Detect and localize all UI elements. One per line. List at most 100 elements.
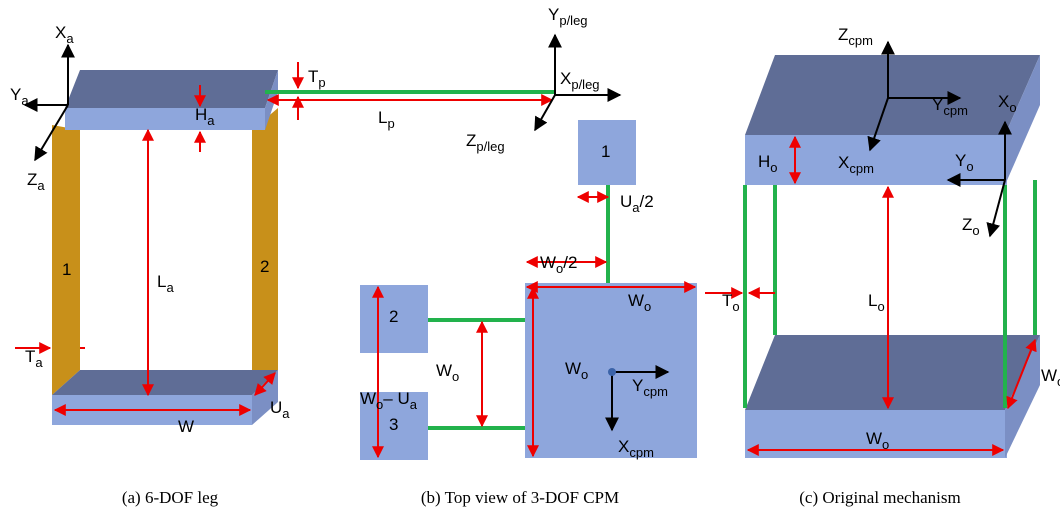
label-text: H [758,152,770,171]
label: Wo [1041,366,1060,389]
subscript: a [35,355,43,370]
subscript: cpm [643,384,668,399]
label: Zcpm [838,25,873,48]
label-text: W [360,389,376,408]
label-text: 3 [389,415,398,434]
subscript: p [318,75,325,90]
label-text: Z [466,131,476,150]
subscript: a [21,93,29,108]
subscript: o [882,437,889,452]
label-text: T [308,67,318,86]
label-text: L [868,291,877,310]
label: Ta [25,347,43,370]
label-text: Z [27,170,37,189]
label-text: X [55,23,66,42]
label-text: W [565,359,581,378]
subscript: a [66,31,74,46]
label-text: X [838,153,849,172]
subscript: o [581,367,588,382]
subscript: o [770,160,777,175]
subscript: o [877,299,884,314]
label: 1 [601,142,610,161]
subscript: p/leg [476,139,504,154]
subscript: a [282,406,290,421]
label: 2 [389,307,398,326]
label: Ua/2 [620,192,654,215]
label-text: Y [10,85,21,104]
subscript: p/leg [559,13,587,28]
label: Wo/2 [540,253,577,276]
label: Xa [55,23,74,46]
label: Tp [308,67,326,90]
label-text: H [195,105,207,124]
label-text: Z [962,215,972,234]
subscript: a [37,178,45,193]
label-text: Z [838,25,848,44]
label: Yp/leg [548,5,588,28]
label: Xp/leg [560,69,600,92]
caption: (a) 6-DOF leg [122,488,219,507]
label-text: – U [383,389,409,408]
subscript: cpm [848,33,873,48]
label-text: 2 [260,257,269,276]
subscript: o [966,159,973,174]
label: W [178,417,194,436]
label-text: X [560,69,571,88]
figure: (a) 6-DOF legXaYaZaHaTpLp1La2TaWUa(b) To… [0,0,1060,514]
label-text: U [620,192,632,211]
label: Ya [10,85,29,108]
label-text: Y [955,151,966,170]
label-text: /2 [563,253,577,272]
label-text: W [866,429,882,448]
label-text: W [628,291,644,310]
caption: (b) Top view of 3-DOF CPM [421,488,619,507]
label-text: W [540,253,556,272]
label-text: T [25,347,35,366]
label-text: /2 [640,192,654,211]
subscript: o [644,299,651,314]
label-text: W [1041,366,1057,385]
label-text: L [378,108,387,127]
label: 3 [389,415,398,434]
label: Lp [378,108,395,131]
subscript: p/leg [571,77,599,92]
panel-c-shapes [705,42,1040,458]
subscript: cpm [943,103,968,118]
label-text: 1 [601,142,610,161]
label-text: U [270,398,282,417]
label: Zo [962,215,980,238]
label-text: Y [932,95,943,114]
subscript: p [387,116,394,131]
subscript: cpm [629,445,654,460]
label: Za [27,170,45,193]
label: Lo [868,291,885,314]
label: Wo [436,361,459,384]
label-text: W [178,417,194,436]
subscript: o [972,223,979,238]
label: To [722,291,740,314]
subscript: o [1009,100,1016,115]
label-text: W [436,361,452,380]
subscript: o [732,299,739,314]
label-text: Y [548,5,559,24]
subscript: o [376,397,383,412]
label: Zp/leg [466,131,505,154]
label-text: L [157,272,166,291]
label-text: X [618,437,629,456]
panel-a-shapes [15,45,555,425]
subscript: o [452,369,459,384]
label: 2 [260,257,269,276]
label: La [157,272,174,295]
caption: (c) Original mechanism [799,488,960,507]
label-text: X [998,92,1009,111]
label-text: 1 [62,260,71,279]
label-text: 2 [389,307,398,326]
subscript: a [410,397,418,412]
subscript: o [556,261,563,276]
subscript: a [207,113,215,128]
label-text: Y [632,376,643,395]
label: 1 [62,260,71,279]
label-text: T [722,291,732,310]
subscript: cpm [849,161,874,176]
subscript: a [166,280,174,295]
